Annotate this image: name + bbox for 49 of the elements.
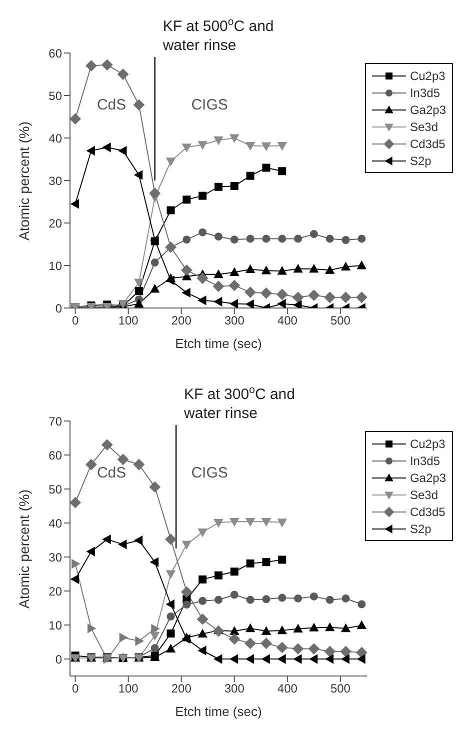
legend-label: Cu2p3 [410,436,446,450]
x-tick-label: 300 [224,682,245,696]
y-tick-label: 50 [48,482,62,496]
x-tick-label: 200 [171,314,192,328]
x-axis-title: Etch time (sec) [175,704,262,719]
x-tick-label: 300 [224,314,245,328]
annotation: CdS [96,464,126,482]
x-tick-label: 400 [277,682,298,696]
x-axis-title: Etch time (sec) [175,336,262,351]
y-tick-label: 20 [48,584,62,598]
legend-label: In3d5 [410,454,440,468]
x-tick-label: 500 [330,682,351,696]
legend-label: Ga2p3 [410,470,446,484]
y-tick-label: 20 [48,216,62,230]
legend-label: S2p [410,522,432,536]
legend-label: Cd3d5 [410,136,446,150]
y-tick-label: 60 [48,448,62,462]
legend-label: In3d5 [410,86,440,100]
legend-label: Cd3d5 [410,504,446,518]
legend-label: Se3d [410,120,438,134]
y-tick-label: 0 [55,652,62,666]
y-tick-label: 40 [48,131,62,146]
legend-label: S2p [410,154,432,168]
ref-line-label: KF at 500$^{o}$C and water rinse [162,16,274,54]
y-axis-title: Atomic percent (%) [16,489,32,608]
x-tick-label: 200 [171,682,192,696]
x-tick-label: 0 [72,314,79,328]
y-tick-label: 30 [48,174,62,188]
annotation: CIGS [191,96,228,114]
x-tick-label: 100 [118,314,139,328]
annotation: CIGS [191,464,228,482]
y-tick-label: 0 [55,301,62,316]
y-tick-label: 40 [48,516,62,530]
y-tick-label: 70 [48,414,62,428]
y-tick-label: 60 [48,46,62,60]
x-tick-label: 0 [72,682,79,696]
x-tick-label: 500 [330,314,351,328]
y-tick-label: 50 [48,88,62,103]
ref-line-label: KF at 300$^{o}$C and water rinse [183,384,295,422]
legend-label: Cu2p3 [410,68,446,82]
y-tick-label: 30 [48,550,62,564]
y-axis-title: Atomic percent (%) [16,121,32,240]
y-tick-label: 10 [48,258,62,273]
annotation: CdS [96,96,126,114]
x-tick-label: 100 [118,682,139,696]
x-tick-label: 400 [277,314,298,328]
legend-label: Ga2p3 [410,102,446,116]
legend-label: Se3d [410,488,438,502]
y-tick-label: 10 [48,618,62,632]
